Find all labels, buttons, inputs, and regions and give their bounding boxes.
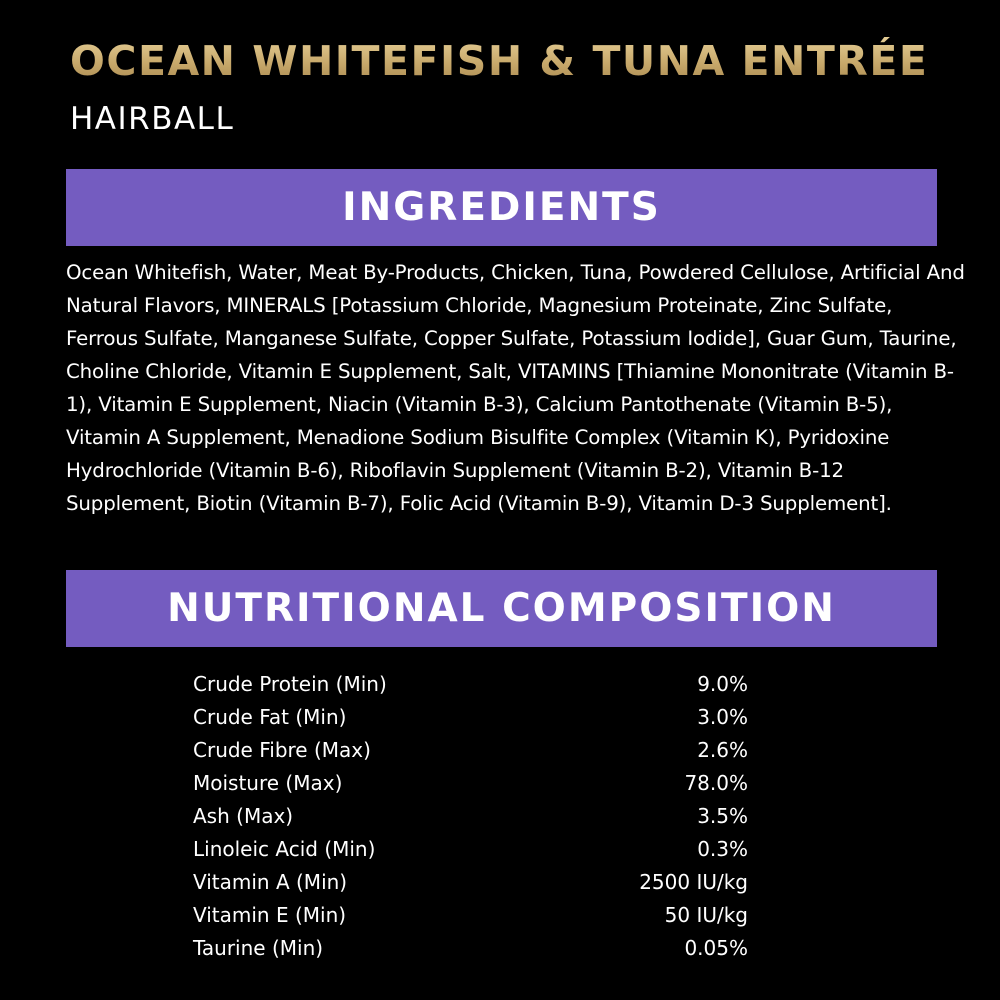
ingredients-text: Ocean Whitefish, Water, Meat By-Products…	[66, 261, 965, 515]
product-subtitle: HAIRBALL	[70, 101, 235, 137]
table-row: Crude Fat (Min) 3.0%	[193, 701, 748, 734]
nutrition-heading: NUTRITIONAL COMPOSITION	[167, 586, 836, 631]
nutrient-value: 3.5%	[697, 804, 748, 828]
nutrient-value: 50 IU/kg	[664, 903, 748, 927]
product-title: OCEAN WHITEFISH & TUNA ENTRÉE	[70, 37, 929, 85]
nutrient-name: Crude Fat (Min)	[193, 705, 347, 729]
nutrient-name: Vitamin E (Min)	[193, 903, 347, 927]
nutrient-name: Taurine (Min)	[193, 936, 324, 960]
table-row: Crude Fibre (Max) 2.6%	[193, 734, 748, 767]
table-row: Taurine (Min) 0.05%	[193, 932, 748, 965]
nutrient-name: Crude Protein (Min)	[193, 672, 387, 696]
table-row: Vitamin A (Min) 2500 IU/kg	[193, 866, 748, 899]
nutrient-value: 2500 IU/kg	[639, 870, 748, 894]
nutrient-name: Linoleic Acid (Min)	[193, 837, 376, 861]
nutrient-value: 78.0%	[684, 771, 748, 795]
nutrient-name: Moisture (Max)	[193, 771, 343, 795]
table-row: Ash (Max) 3.5%	[193, 800, 748, 833]
table-row: Linoleic Acid (Min) 0.3%	[193, 833, 748, 866]
table-row: Vitamin E (Min) 50 IU/kg	[193, 899, 748, 932]
nutrient-value: 0.05%	[684, 936, 748, 960]
table-row: Moisture (Max) 78.0%	[193, 767, 748, 800]
nutrient-name: Ash (Max)	[193, 804, 294, 828]
nutrient-name: Vitamin A (Min)	[193, 870, 348, 894]
ingredients-banner: INGREDIENTS	[66, 169, 937, 246]
nutrition-table: Crude Protein (Min) 9.0% Crude Fat (Min)…	[193, 668, 748, 965]
nutrient-value: 0.3%	[697, 837, 748, 861]
nutrition-banner: NUTRITIONAL COMPOSITION	[66, 570, 937, 647]
nutrient-value: 2.6%	[697, 738, 748, 762]
nutrient-name: Crude Fibre (Max)	[193, 738, 371, 762]
nutrient-value: 9.0%	[697, 672, 748, 696]
nutrient-value: 3.0%	[697, 705, 748, 729]
table-row: Crude Protein (Min) 9.0%	[193, 668, 748, 701]
ingredients-heading: INGREDIENTS	[342, 185, 661, 230]
